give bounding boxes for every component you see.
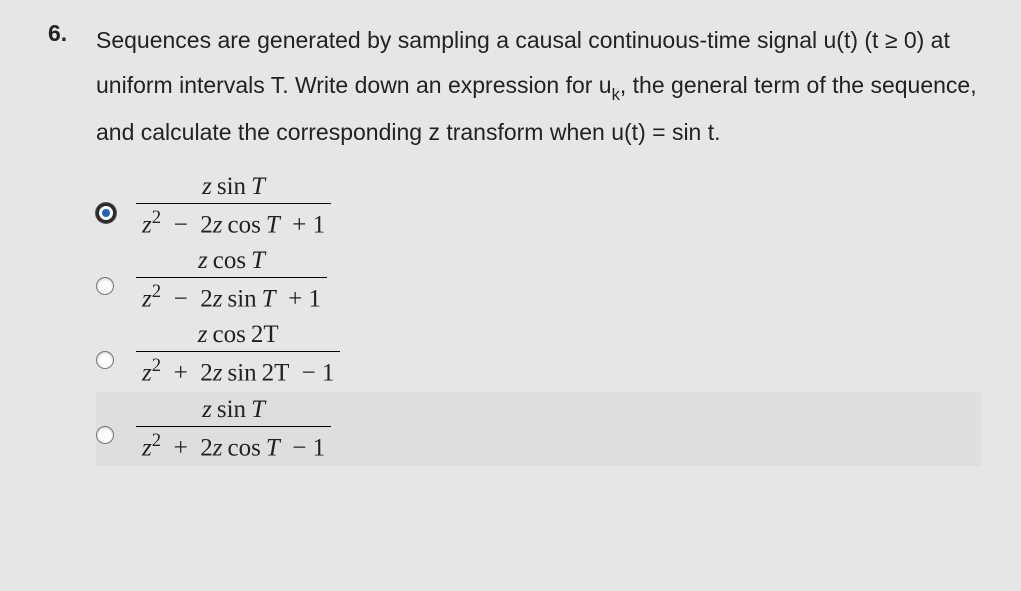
radio-unselected-icon[interactable] (96, 426, 118, 448)
den-arg: T (266, 434, 280, 461)
den-z: z (213, 434, 223, 461)
option-4-formula: z sin T z2 + 2z cos T − 1 (136, 396, 331, 462)
den-exp: 2 (152, 281, 161, 302)
option-1[interactable]: z sin T z2 − 2z cos T + 1 (96, 169, 981, 243)
den-fn: sin (227, 360, 256, 387)
num-arg: T (251, 173, 265, 200)
den-sign2: + (292, 211, 306, 238)
den-z2: z (142, 211, 152, 238)
option-2-formula: z cos T z2 − 2z sin T + 1 (136, 247, 327, 313)
radio-selected-icon[interactable] (96, 203, 118, 225)
num-z: z (198, 321, 208, 348)
option-3-formula: z cos 2T z2 + 2z sin 2T − 1 (136, 321, 340, 387)
den-z2: z (142, 360, 152, 387)
num-fn: sin (217, 396, 246, 423)
qtext-subscript: k (612, 85, 620, 104)
qtext-part-1: Sequences are generated by sampling a ca… (96, 27, 824, 53)
num-z: z (202, 173, 212, 200)
den-2: 2 (200, 360, 213, 387)
den-sign1: − (174, 285, 188, 312)
den-z2: z (142, 285, 152, 312)
den-const: 1 (313, 211, 326, 238)
den-sign2: + (288, 285, 302, 312)
num-z: z (198, 247, 208, 274)
den-const: 1 (313, 434, 326, 461)
option-3[interactable]: z cos 2T z2 + 2z sin 2T − 1 (96, 317, 981, 391)
den-fn: cos (227, 211, 260, 238)
option-1-formula: z sin T z2 − 2z cos T + 1 (136, 173, 331, 239)
den-2: 2 (200, 285, 213, 312)
den-z: z (213, 360, 223, 387)
den-z2: z (142, 434, 152, 461)
radio-unselected-icon[interactable] (96, 351, 118, 373)
option-2[interactable]: z cos T z2 − 2z sin T + 1 (96, 243, 981, 317)
den-const: 1 (308, 285, 321, 312)
den-const: 1 (322, 360, 335, 387)
num-fn: sin (217, 173, 246, 200)
num-fn: cos (213, 247, 246, 274)
radio-unselected-icon[interactable] (96, 277, 118, 299)
den-sign2: − (292, 434, 306, 461)
num-arg: T (251, 247, 265, 274)
den-sign1: + (174, 360, 188, 387)
den-arg: T (262, 285, 276, 312)
num-z: z (202, 396, 212, 423)
den-2: 2 (200, 211, 213, 238)
den-sign1: + (174, 434, 188, 461)
num-arg: T (251, 396, 265, 423)
den-exp: 2 (152, 355, 161, 376)
den-sign2: − (302, 360, 316, 387)
den-z: z (213, 211, 223, 238)
question-text: Sequences are generated by sampling a ca… (96, 18, 981, 155)
den-exp: 2 (152, 430, 161, 451)
num-arg: 2T (251, 321, 279, 348)
option-4[interactable]: z sin T z2 + 2z cos T − 1 (96, 392, 981, 466)
question-row: 6. Sequences are generated by sampling a… (48, 18, 981, 155)
question-page: 6. Sequences are generated by sampling a… (0, 0, 1021, 591)
den-2: 2 (200, 434, 213, 461)
den-arg: T (266, 211, 280, 238)
den-fn: sin (227, 285, 256, 312)
den-exp: 2 (152, 207, 161, 228)
den-arg: 2T (262, 360, 289, 387)
den-fn: cos (227, 434, 260, 461)
den-sign1: − (174, 211, 188, 238)
options-list: z sin T z2 − 2z cos T + 1 z cos T z2 − (96, 169, 981, 466)
den-z: z (213, 285, 223, 312)
num-fn: cos (212, 321, 245, 348)
question-number: 6. (48, 18, 96, 47)
